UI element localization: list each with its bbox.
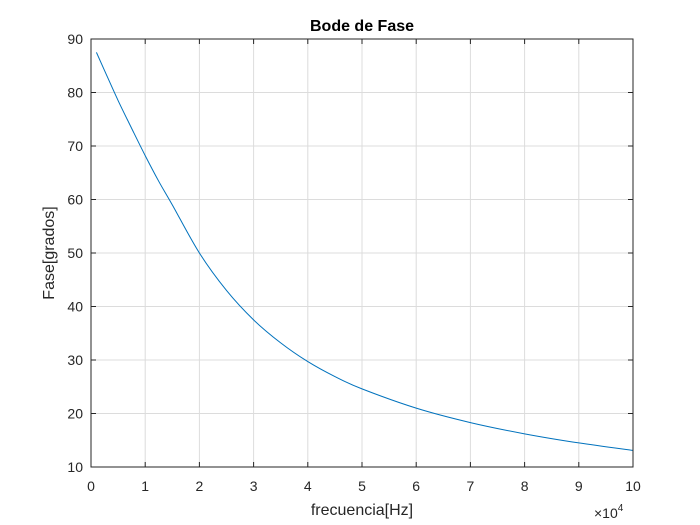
y-tick-label: 30	[67, 352, 83, 368]
y-tick-label: 90	[67, 31, 83, 47]
x-tick-label: 0	[87, 478, 95, 494]
x-tick-label: 4	[304, 478, 312, 494]
x-tick-label: 2	[196, 478, 204, 494]
x-tick-labels: 0 1 2 3 4 5 6 7 8 9 10	[87, 478, 641, 494]
chart-title: Bode de Fase	[310, 18, 414, 35]
y-tick-label: 50	[67, 245, 83, 261]
x-tick-label: 6	[412, 478, 420, 494]
y-tick-label: 10	[67, 459, 83, 475]
series-line-0	[95, 52, 634, 451]
y-tick-label: 80	[67, 85, 83, 101]
x-tick-label: 3	[250, 478, 258, 494]
y-tick-label: 60	[67, 192, 83, 208]
grid-lines	[91, 39, 633, 467]
y-axis-title: Fase[grados]	[41, 206, 58, 299]
x-tick-label: 5	[358, 478, 366, 494]
x-exponent-base: ×10	[594, 505, 618, 521]
y-tick-label: 40	[67, 299, 83, 315]
x-tick-label: 1	[141, 478, 149, 494]
y-tick-label: 70	[67, 138, 83, 154]
x-tick-label: 10	[625, 478, 641, 494]
x-tick-label: 9	[575, 478, 583, 494]
x-axis-title: frecuencia[Hz]	[311, 502, 413, 519]
x-tick-label: 8	[521, 478, 529, 494]
x-tick-label: 7	[467, 478, 475, 494]
tick-marks	[90, 38, 634, 468]
x-exponent-label: ×104	[594, 503, 624, 521]
series-group	[95, 52, 634, 451]
y-tick-label: 20	[67, 406, 83, 422]
x-exponent-power: 4	[618, 503, 624, 514]
y-tick-labels: 10 20 30 40 50 60 70 80 90	[67, 31, 83, 475]
